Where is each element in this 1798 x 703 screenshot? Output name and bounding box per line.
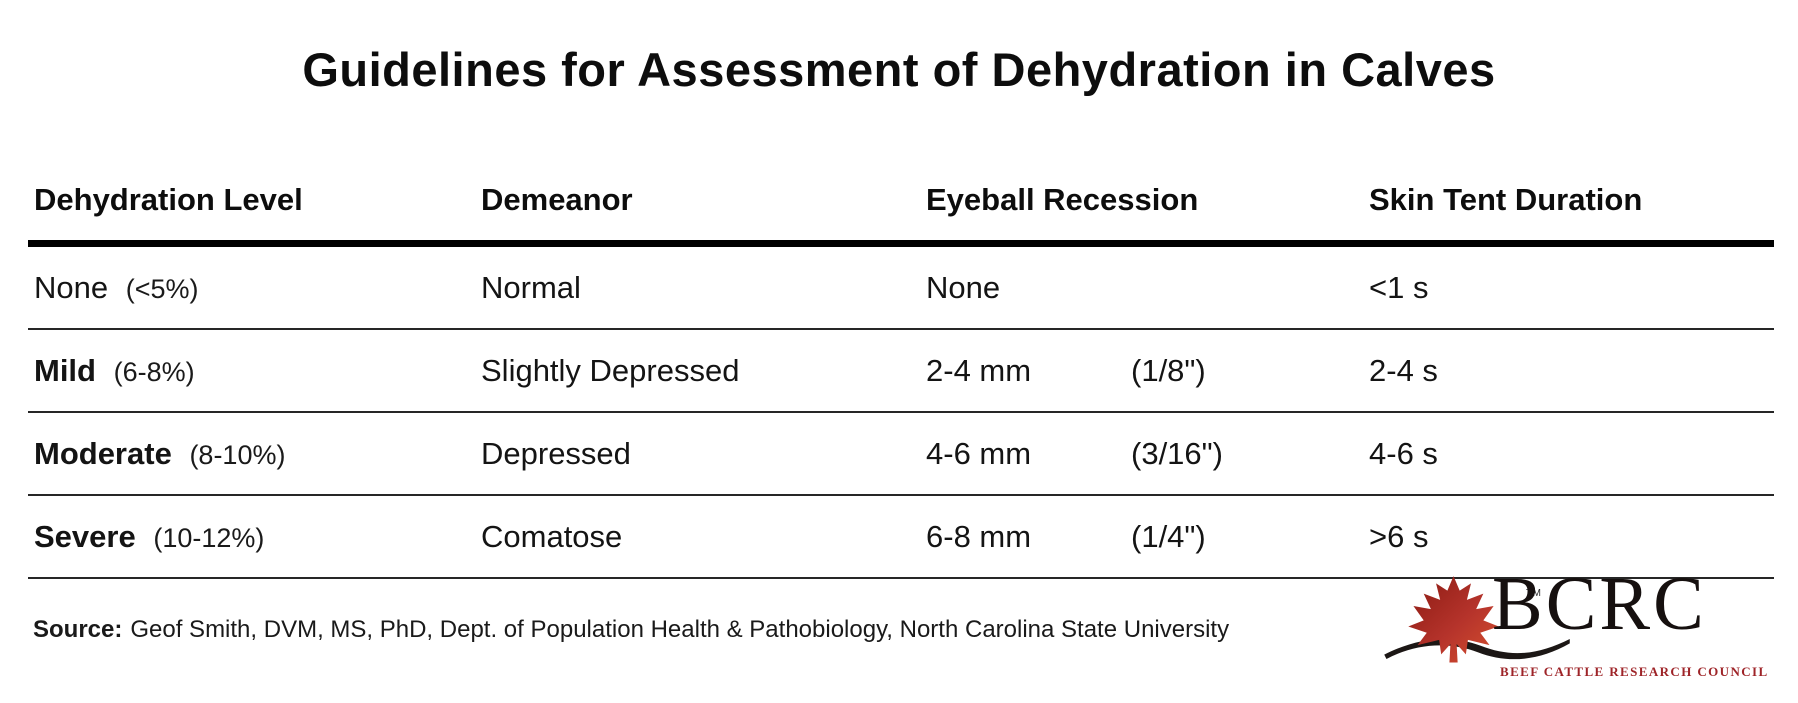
cell-recession-mm: None bbox=[926, 269, 1001, 305]
source-label: Source: bbox=[33, 616, 123, 643]
table-row: Severe (10-12%) Comatose 6-8 mm (1/4") >… bbox=[28, 496, 1774, 579]
cell-level: None (<5%) bbox=[28, 270, 475, 306]
level-range: (<5%) bbox=[125, 273, 199, 304]
cell-skin-tent: >6 s bbox=[1369, 518, 1429, 554]
cell-recession-mm: 4-6 mm bbox=[926, 435, 1032, 471]
table-row: Moderate (8-10%) Depressed 4-6 mm (3/16"… bbox=[28, 413, 1774, 496]
source-line: Source: Geof Smith, DVM, MS, PhD, Dept. o… bbox=[33, 616, 1229, 644]
cell-level: Moderate (8-10%) bbox=[28, 436, 475, 472]
table-row: Mild (6-8%) Slightly Depressed 2-4 mm (1… bbox=[28, 330, 1774, 413]
cell-demeanor: Comatose bbox=[481, 518, 623, 554]
cell-demeanor: Normal bbox=[481, 269, 581, 305]
cell-skin-tent: 2-4 s bbox=[1369, 352, 1438, 388]
cell-level: Severe (10-12%) bbox=[28, 519, 475, 555]
header-dehydration-level: Dehydration Level bbox=[34, 182, 303, 217]
bcrc-logo: TM BCRC BEEF CATTLE RESEARCH COUNCIL bbox=[1382, 566, 1782, 697]
maple-leaf-icon bbox=[1384, 576, 1570, 663]
cell-recession-inch: (3/16") bbox=[1131, 435, 1223, 471]
cell-demeanor: Depressed bbox=[481, 435, 631, 471]
source-text: Geof Smith, DVM, MS, PhD, Dept. of Popul… bbox=[130, 616, 1230, 643]
cell-recession-inch: (1/8") bbox=[1131, 352, 1206, 388]
level-value: Mild bbox=[34, 352, 96, 388]
table-header-row: Dehydration Level Demeanor Eyeball Reces… bbox=[28, 160, 1774, 247]
logo-name: BEEF CATTLE RESEARCH COUNCIL bbox=[1500, 664, 1769, 679]
cell-level: Mild (6-8%) bbox=[28, 353, 475, 389]
level-value: Severe bbox=[34, 518, 136, 554]
logo-acronym: BCRC bbox=[1492, 562, 1707, 646]
header-skin-tent-duration: Skin Tent Duration bbox=[1369, 182, 1643, 217]
cell-skin-tent: <1 s bbox=[1369, 269, 1429, 305]
cell-demeanor: Slightly Depressed bbox=[481, 352, 740, 388]
trademark-label: TM bbox=[1526, 588, 1542, 599]
cell-skin-tent: 4-6 s bbox=[1369, 435, 1438, 471]
header-demeanor: Demeanor bbox=[481, 182, 633, 217]
dehydration-table: Dehydration Level Demeanor Eyeball Reces… bbox=[28, 160, 1774, 579]
header-eyeball-recession: Eyeball Recession bbox=[926, 182, 1199, 217]
level-range: (6-8%) bbox=[113, 356, 195, 387]
cell-recession-mm: 6-8 mm bbox=[926, 518, 1032, 554]
level-value: Moderate bbox=[34, 435, 172, 471]
cell-recession-inch: (1/4") bbox=[1131, 518, 1206, 554]
level-range: (8-10%) bbox=[189, 439, 286, 470]
table-row: None (<5%) Normal None <1 s bbox=[28, 247, 1774, 330]
level-value: None bbox=[34, 269, 109, 305]
page-title: Guidelines for Assessment of Dehydration… bbox=[302, 43, 1496, 96]
cell-recession-mm: 2-4 mm bbox=[926, 352, 1032, 388]
level-range: (10-12%) bbox=[153, 522, 265, 553]
